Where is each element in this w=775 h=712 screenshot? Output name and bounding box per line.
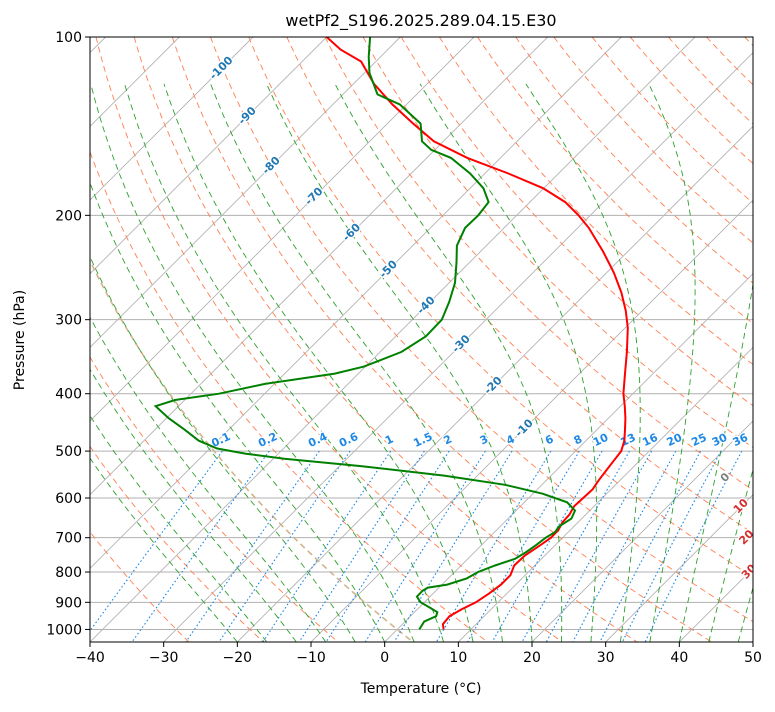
x-tick-label: −30 <box>149 650 179 666</box>
y-tick-label: 900 <box>55 595 82 611</box>
chart-title: wetPf2_S196.2025.289.04.15.E30 <box>285 11 556 31</box>
y-tick-label: 300 <box>55 313 82 329</box>
y-tick-label: 700 <box>55 531 82 547</box>
y-axis-label: Pressure (hPa) <box>12 290 28 390</box>
x-tick-label: 10 <box>449 650 467 666</box>
x-tick-label: −40 <box>75 650 105 666</box>
x-tick-label: 50 <box>744 650 762 666</box>
y-tick-label: 1000 <box>46 622 82 638</box>
x-tick-label: 30 <box>597 650 615 666</box>
x-tick-label: −20 <box>223 650 253 666</box>
y-tick-label: 500 <box>55 444 82 460</box>
y-tick-label: 600 <box>55 491 82 507</box>
y-tick-label: 200 <box>55 208 82 224</box>
x-axis-label: Temperature (°C) <box>360 681 482 697</box>
x-tick-label: 0 <box>380 650 389 666</box>
x-tick-label: 20 <box>523 650 541 666</box>
y-tick-label: 400 <box>55 387 82 403</box>
x-tick-label: 40 <box>670 650 688 666</box>
x-tick-label: −10 <box>296 650 326 666</box>
y-tick-label: 100 <box>55 30 82 46</box>
y-tick-label: 800 <box>55 565 82 581</box>
